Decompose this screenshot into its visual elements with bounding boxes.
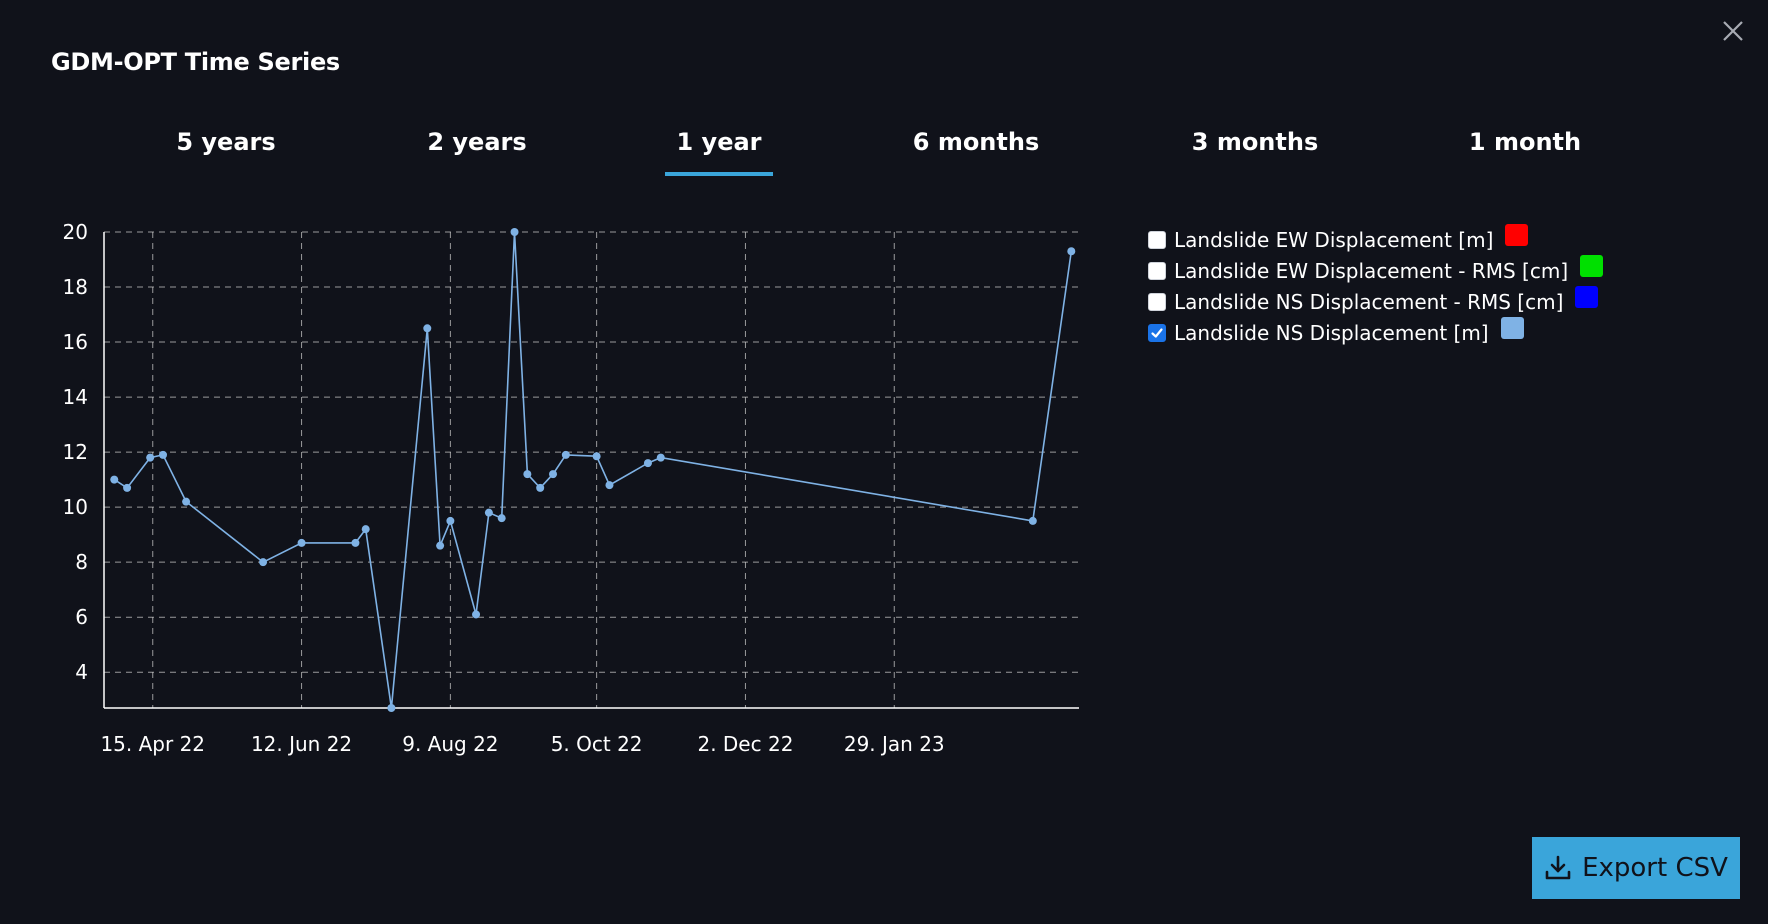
data-point — [497, 514, 506, 523]
y-tick-label: 4 — [75, 660, 88, 684]
tab-3-months[interactable]: 3 months — [1191, 128, 1319, 156]
data-point — [1067, 247, 1076, 256]
data-point — [536, 483, 545, 492]
x-tick-label: 5. Oct 22 — [551, 732, 643, 756]
legend-item-ns-displacement: Landslide NS Displacement [m] — [1148, 316, 1603, 348]
data-point — [387, 704, 396, 712]
page-title: GDM-OPT Time Series — [51, 48, 340, 76]
x-tick-label: 29. Jan 23 — [844, 732, 945, 756]
data-point — [592, 452, 601, 461]
tab-2-years[interactable]: 2 years — [427, 128, 527, 156]
data-point — [423, 324, 432, 333]
legend-item-ns-displacement-rms: Landslide NS Displacement - RMS [cm] — [1148, 285, 1603, 317]
legend-checkbox-ew-displacement[interactable] — [1148, 230, 1166, 249]
legend-checkbox-ns-displacement-rms[interactable] — [1148, 292, 1166, 311]
data-point — [1028, 516, 1037, 525]
close-icon — [1723, 21, 1743, 41]
data-point — [159, 450, 168, 459]
legend-checkbox-ns-displacement[interactable] — [1148, 323, 1166, 342]
legend-color-swatch — [1575, 285, 1599, 308]
y-tick-label: 10 — [63, 495, 88, 519]
x-tick-label: 2. Dec 22 — [697, 732, 793, 756]
selected-tab-indicator — [665, 172, 773, 176]
legend-label: Landslide NS Displacement - RMS [cm] — [1174, 289, 1564, 314]
legend-label: Landslide EW Displacement - RMS [cm] — [1174, 258, 1569, 283]
data-point — [436, 541, 445, 550]
legend-color-swatch — [1505, 223, 1529, 246]
time-series-chart: 4 6 8 10 12 14 16 18 20 15. Apr 22 12. Jun 22 9. Au… — [63, 220, 1079, 756]
legend-label: Landslide EW Displacement [m] — [1174, 227, 1494, 252]
data-point — [182, 497, 191, 506]
data-point — [523, 470, 532, 479]
legend-label: Landslide NS Displacement [m] — [1174, 320, 1489, 345]
download-icon — [1545, 855, 1571, 880]
series-line — [113, 231, 1073, 709]
y-tick-label: 12 — [63, 440, 88, 464]
y-tick-label: 14 — [63, 385, 88, 409]
data-point — [656, 453, 665, 462]
data-point — [146, 453, 155, 462]
data-point — [351, 538, 360, 547]
data-point — [259, 558, 268, 567]
x-tick-label: 15. Apr 22 — [100, 732, 205, 756]
x-tick-label: 9. Aug 22 — [402, 732, 498, 756]
legend-item-ew-displacement-rms: Landslide EW Displacement - RMS [cm] — [1148, 254, 1604, 286]
data-point — [361, 525, 370, 534]
data-point — [297, 538, 306, 547]
tab-5-years[interactable]: 5 years — [176, 128, 276, 156]
y-tick-label: 6 — [75, 605, 88, 629]
close-button[interactable] — [1718, 16, 1748, 46]
tab-6-months[interactable]: 6 months — [912, 128, 1040, 156]
data-point — [484, 508, 493, 517]
y-tick-label: 18 — [63, 275, 88, 299]
legend-color-swatch — [1500, 316, 1524, 339]
data-point — [643, 459, 652, 468]
data-point — [561, 450, 570, 459]
data-point — [446, 516, 455, 525]
data-point — [510, 228, 519, 236]
export-csv-label: Export CSV — [1582, 853, 1728, 883]
legend-item-ew-displacement: Landslide EW Displacement [m] — [1148, 223, 1603, 255]
legend: Landslide EW Displacement [m] Landslide … — [1148, 223, 1604, 348]
data-point — [549, 470, 558, 479]
tab-1-month[interactable]: 1 month — [1468, 128, 1582, 156]
tab-1-year[interactable]: 1 year — [676, 128, 762, 156]
x-tick-label: 12. Jun 22 — [251, 732, 352, 756]
export-csv-button[interactable]: Export CSV — [1532, 837, 1740, 899]
y-tick-label: 8 — [75, 550, 88, 574]
data-point — [472, 610, 481, 619]
y-tick-label: 20 — [63, 220, 88, 244]
data-point — [605, 481, 614, 490]
y-tick-label: 16 — [63, 330, 88, 354]
legend-color-swatch — [1580, 254, 1604, 277]
legend-checkbox-ew-displacement-rms[interactable] — [1148, 261, 1166, 280]
checkmark-icon — [1151, 327, 1163, 338]
data-point — [110, 475, 119, 484]
data-point — [123, 483, 132, 492]
